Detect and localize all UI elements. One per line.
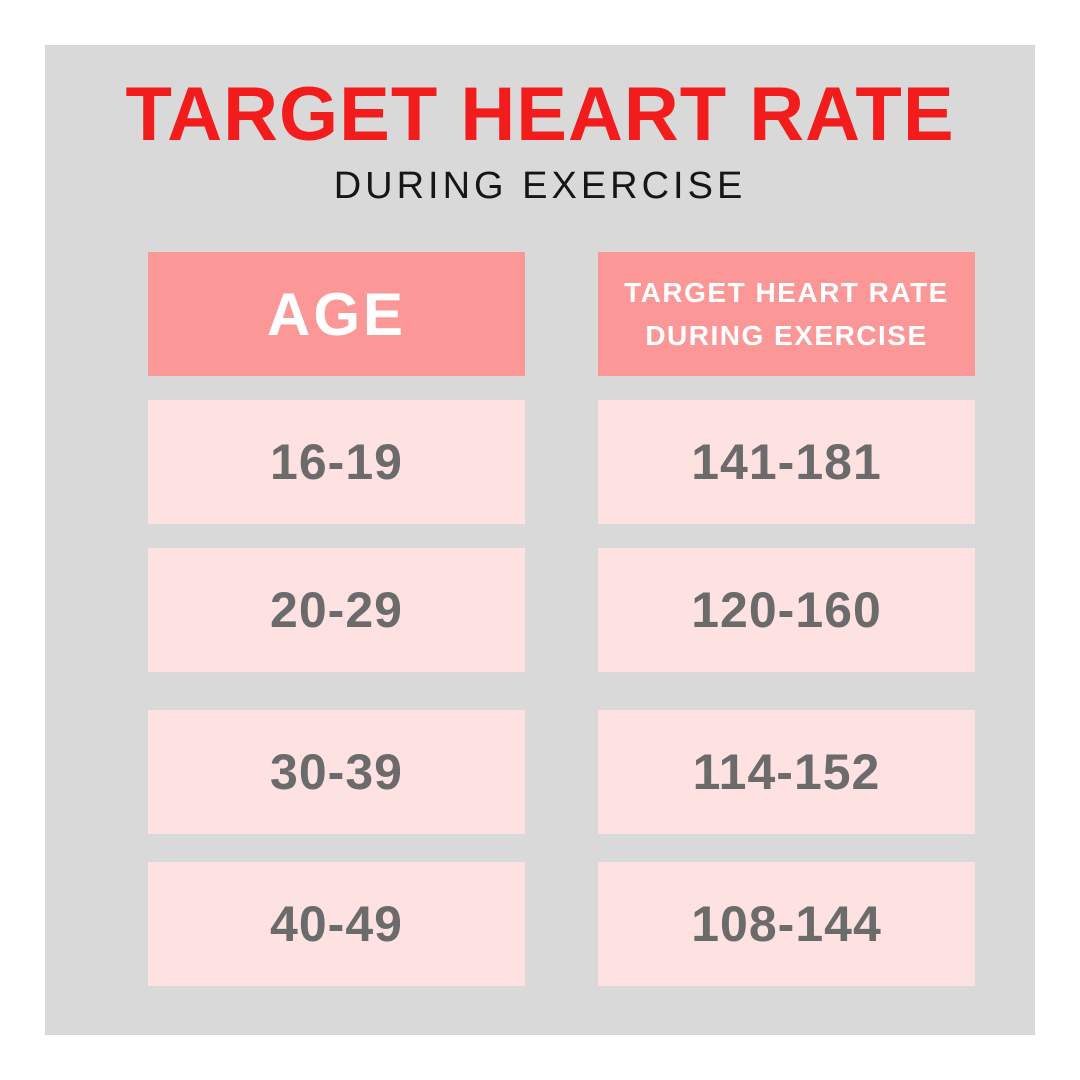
- age-cell: 16-19: [148, 400, 525, 524]
- thr-cell: 114-152: [598, 710, 975, 834]
- column-header-thr-line2: DURING EXERCISE: [645, 320, 928, 351]
- table-header-row: AGE TARGET HEART RATE DURING EXERCISE: [148, 252, 975, 376]
- heart-rate-table: AGE TARGET HEART RATE DURING EXERCISE 16…: [148, 252, 975, 986]
- grey-panel: TARGET HEART RATE DURING EXERCISE AGE TA…: [45, 45, 1035, 1035]
- age-cell: 30-39: [148, 710, 525, 834]
- page-subtitle: DURING EXERCISE: [333, 165, 747, 207]
- table-row: 30-39 114-152: [148, 710, 975, 834]
- thr-cell: 141-181: [598, 400, 975, 524]
- page-title: TARGET HEART RATE: [125, 72, 955, 157]
- thr-cell: 120-160: [598, 548, 975, 672]
- thr-cell: 108-144: [598, 862, 975, 986]
- column-header-age: AGE: [148, 252, 525, 376]
- column-header-thr-line1: TARGET HEART RATE: [624, 276, 949, 308]
- table-row: 40-49 108-144: [148, 862, 975, 986]
- column-header-target-heart-rate: TARGET HEART RATE DURING EXERCISE: [598, 252, 975, 376]
- age-cell: 20-29: [148, 548, 525, 672]
- table-row: 20-29 120-160: [148, 548, 975, 672]
- age-cell: 40-49: [148, 862, 525, 986]
- table-row: 16-19 141-181: [148, 400, 975, 524]
